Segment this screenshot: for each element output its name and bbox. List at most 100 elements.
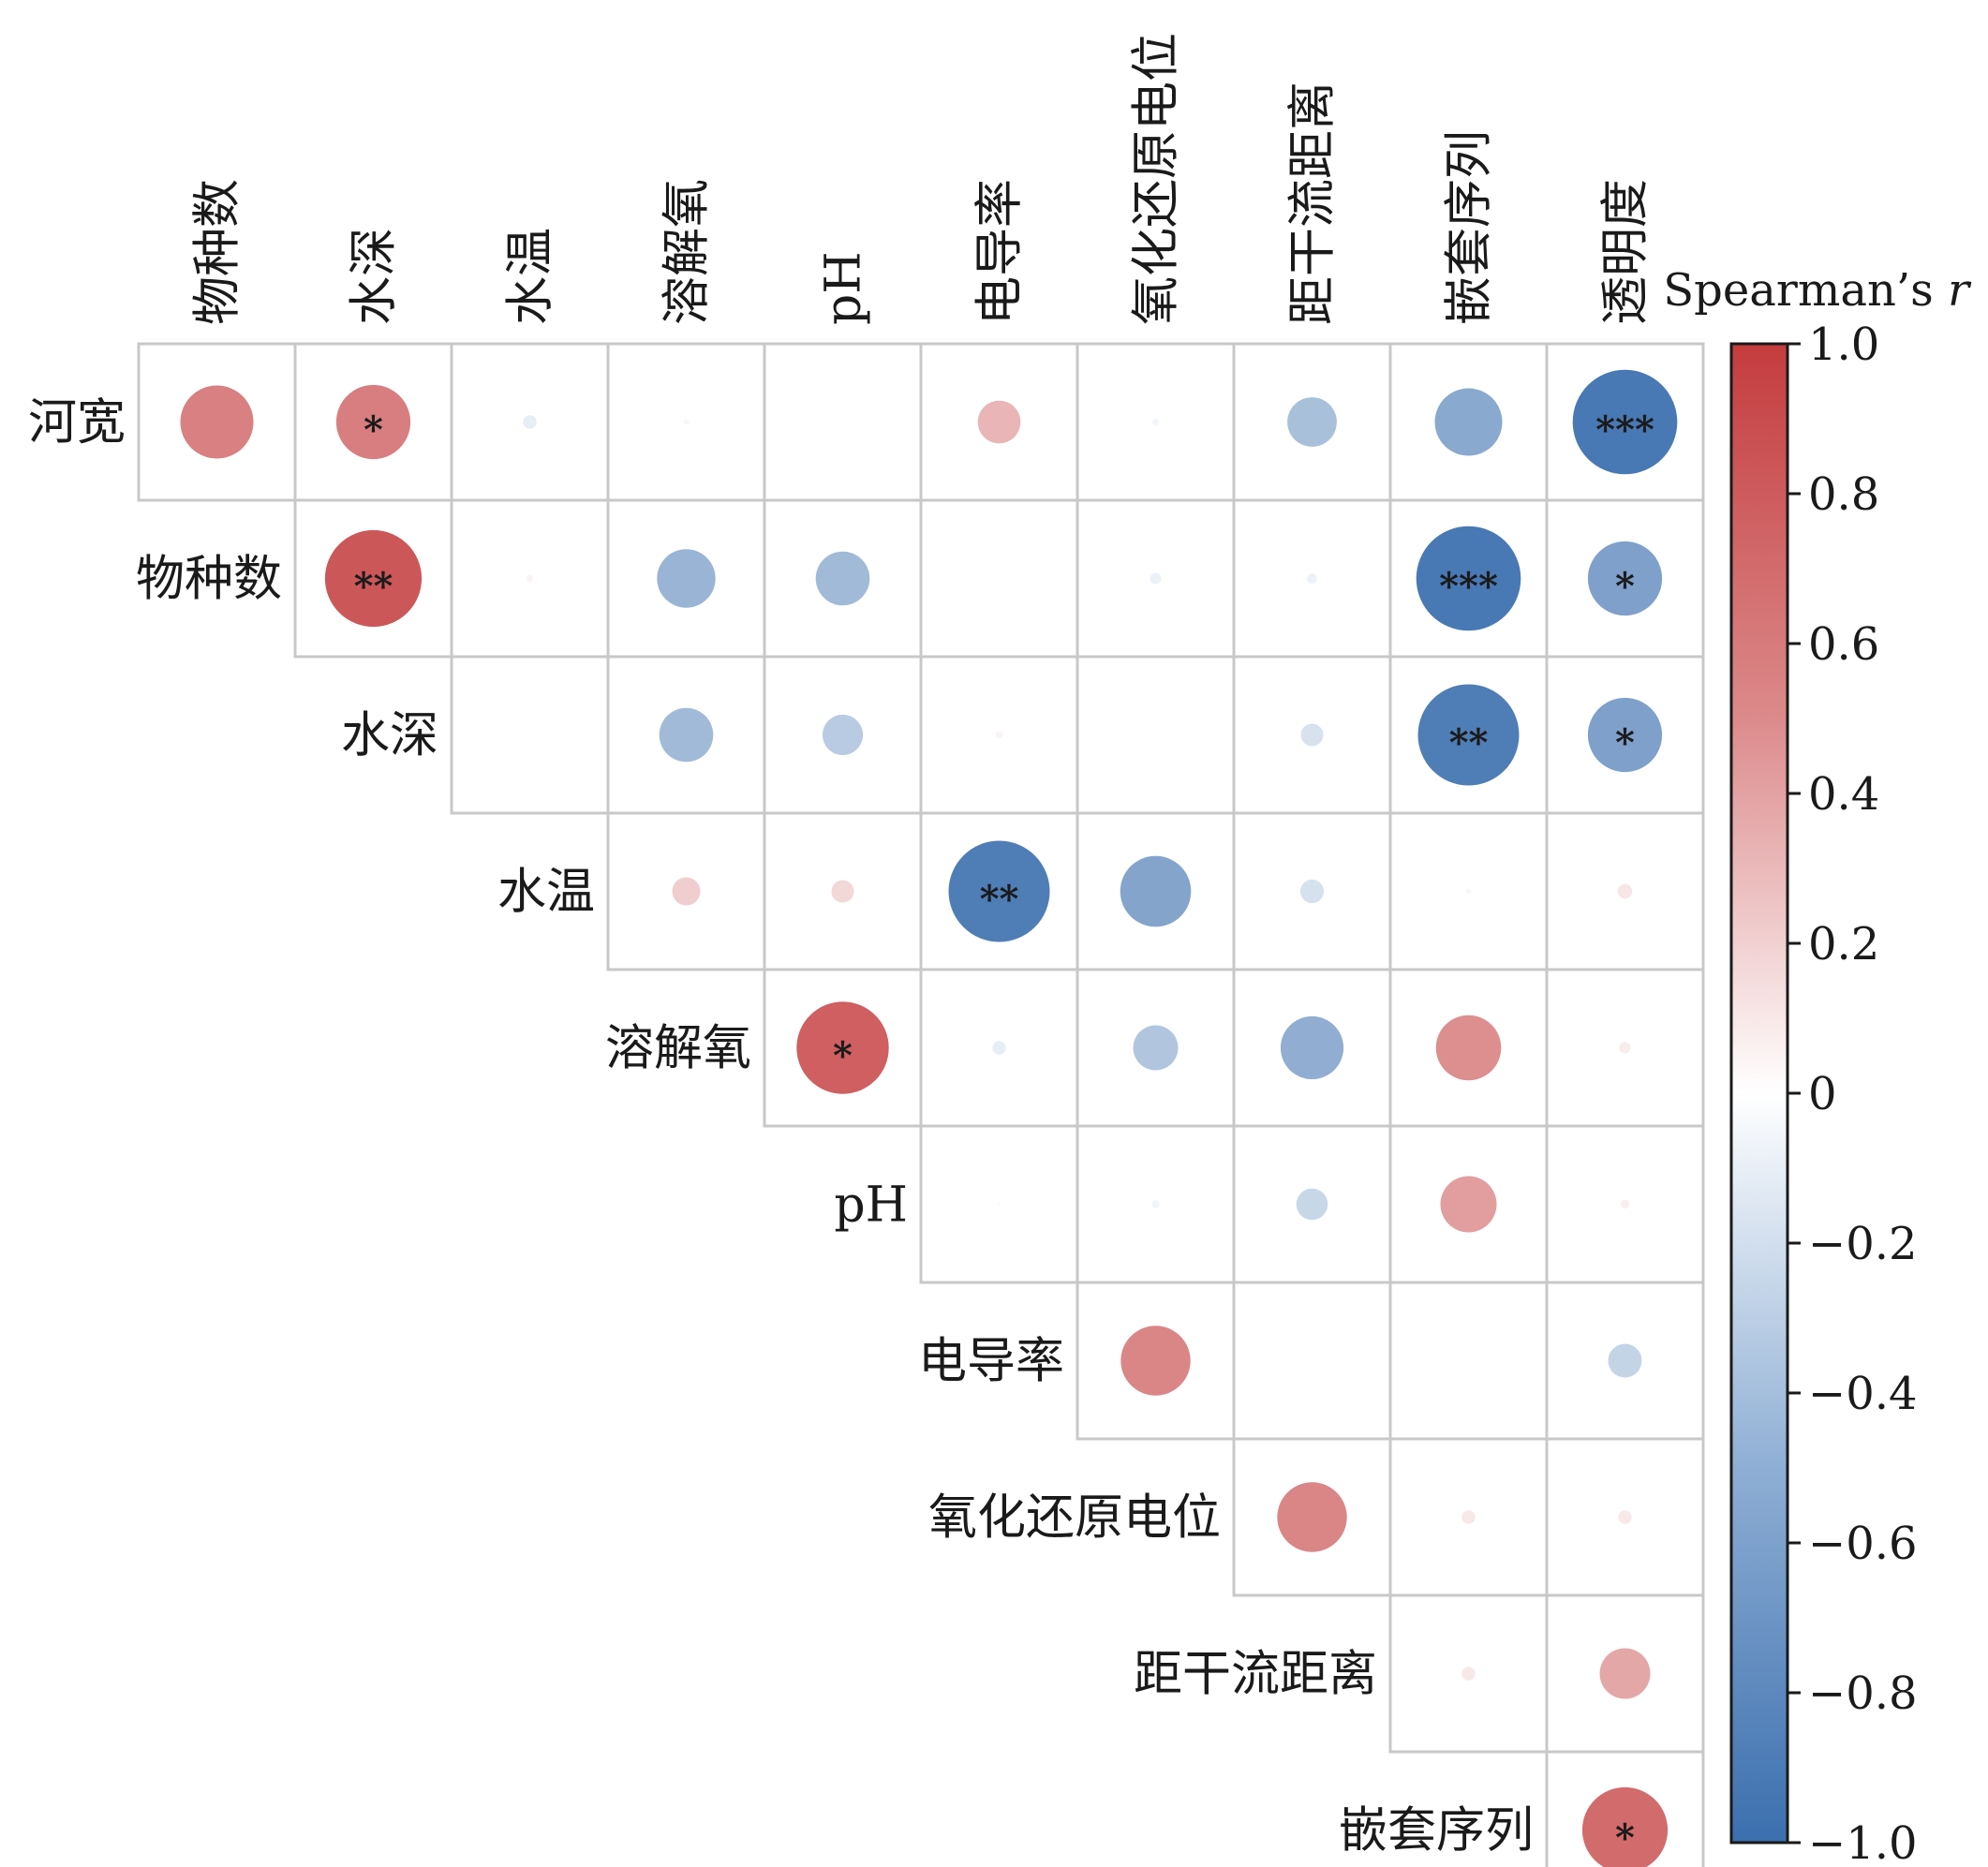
matrix-cell	[137, 342, 297, 502]
column-labels: 物种数 水深 水温 溶解氧 pH 电导率 氧化还原电位 距干流距离 嵌套序列 透明度	[190, 33, 1654, 325]
matrix-cell	[919, 342, 1079, 502]
row-label: 河宽	[28, 395, 126, 452]
colorbar: Spearman’s r 1.0 0.8 0.6 0.4 0.2 0 −0.2 −0.4 −0.…	[1663, 264, 1972, 1867]
row-label: pH	[834, 1178, 908, 1234]
correlation-circle	[997, 576, 1001, 581]
correlation-circle	[1618, 1510, 1632, 1524]
matrix-cell	[763, 498, 923, 659]
correlation-circle	[1150, 572, 1162, 585]
matrix-cell	[919, 498, 1079, 659]
matrix-cells: * ***** *** *** *****	[137, 342, 1705, 1867]
correlation-circle	[1416, 526, 1521, 631]
matrix-cell	[1388, 968, 1549, 1128]
correlation-circle	[1599, 1648, 1651, 1699]
matrix-cell	[1232, 1437, 1392, 1597]
matrix-cell: *	[763, 968, 923, 1128]
matrix-cell	[1076, 811, 1236, 971]
significance-stars: *	[1615, 1816, 1635, 1860]
correlation-circle	[1440, 1176, 1497, 1233]
correlation-circle	[948, 840, 1050, 942]
matrix-cell: **	[1388, 655, 1549, 815]
matrix-cell	[919, 1124, 1079, 1284]
correlation-circle	[977, 400, 1021, 444]
correlation-circle	[526, 574, 534, 583]
column-label: 水深	[347, 228, 403, 325]
correlation-circle	[1280, 1015, 1344, 1080]
significance-stars: ***	[1595, 408, 1654, 452]
correlation-circle	[815, 551, 870, 606]
correlation-circle	[1581, 1786, 1669, 1867]
correlation-circle	[335, 384, 411, 460]
column-label: 电导率	[972, 179, 1029, 325]
correlation-circle	[1151, 1200, 1160, 1208]
colorbar-tick-label: −1.0	[1808, 1817, 1918, 1867]
colorbar-tick-label: 0.4	[1808, 768, 1879, 821]
correlation-circle	[1133, 1025, 1179, 1071]
row-label: 电导率	[918, 1334, 1064, 1390]
correlation-circle	[995, 731, 1003, 739]
correlation-circle	[1461, 1510, 1476, 1524]
matrix-cell	[1232, 1281, 1392, 1441]
column-label: 水温	[503, 228, 559, 325]
correlation-circle	[1296, 1188, 1328, 1221]
correlation-circle	[1620, 1199, 1630, 1209]
matrix-cell: **	[919, 811, 1079, 971]
correlation-circle	[1417, 684, 1520, 786]
colorbar-gradient	[1729, 342, 1789, 1845]
matrix-cell	[1232, 655, 1392, 815]
correlation-circle	[1572, 369, 1678, 475]
matrix-cell: *	[293, 342, 453, 502]
correlation-circle	[1434, 388, 1503, 456]
row-label: 水深	[341, 708, 438, 764]
matrix-cell	[1545, 1124, 1705, 1284]
correlation-circle	[527, 733, 532, 737]
matrix-cell: ***	[1388, 498, 1549, 659]
correlation-circle	[1277, 1482, 1347, 1552]
significance-stars: *	[1615, 565, 1635, 609]
matrix-cell	[1545, 968, 1705, 1128]
matrix-cell	[1076, 1124, 1236, 1284]
significance-stars: *	[1615, 721, 1635, 765]
matrix-cell	[763, 811, 923, 971]
column-label: 氧化还原电位	[1129, 33, 1185, 325]
colorbar-tick-label: −0.8	[1808, 1667, 1918, 1720]
correlation-circle	[1299, 879, 1325, 904]
matrix-cell	[1545, 1593, 1705, 1754]
matrix-cell	[1076, 1281, 1236, 1441]
matrix-cell	[1076, 342, 1236, 502]
column-label: 物种数	[190, 179, 246, 325]
matrix-cell	[1232, 1124, 1392, 1284]
colorbar-tick-label: −0.4	[1808, 1368, 1918, 1420]
correlation-circle	[1587, 541, 1663, 616]
matrix-cell	[1388, 342, 1549, 502]
column-label: pH	[816, 251, 872, 325]
significance-stars: ***	[1439, 565, 1498, 609]
row-label: 物种数	[136, 552, 282, 608]
matrix-cell	[606, 342, 766, 502]
column-label: 透明度	[1598, 179, 1654, 325]
correlation-circle	[1151, 418, 1160, 426]
matrix-cell	[1545, 811, 1705, 971]
correlation-circle	[1619, 1042, 1631, 1054]
row-label: 水温	[497, 865, 595, 921]
correlation-circle	[672, 877, 701, 906]
matrix-cell	[1076, 968, 1236, 1128]
correlation-circle	[1587, 697, 1663, 773]
significance-stars: *	[363, 408, 383, 452]
correlation-circle	[1466, 1358, 1471, 1363]
colorbar-title-italic: r	[1948, 264, 1972, 317]
matrix-cell	[919, 968, 1079, 1128]
matrix-cell	[763, 342, 923, 502]
correlation-circle	[997, 1202, 1001, 1207]
correlation-circle	[657, 549, 716, 608]
matrix-cell	[1388, 1593, 1549, 1754]
matrix-cell	[1545, 1437, 1705, 1597]
column-label: 嵌套序列	[1442, 130, 1498, 325]
matrix-cell	[1076, 655, 1236, 815]
matrix-cell: *	[1545, 655, 1705, 815]
matrix-cell	[606, 811, 766, 971]
colorbar-tick-label: 0	[1808, 1068, 1837, 1120]
column-label: 溶解氧	[660, 179, 716, 325]
